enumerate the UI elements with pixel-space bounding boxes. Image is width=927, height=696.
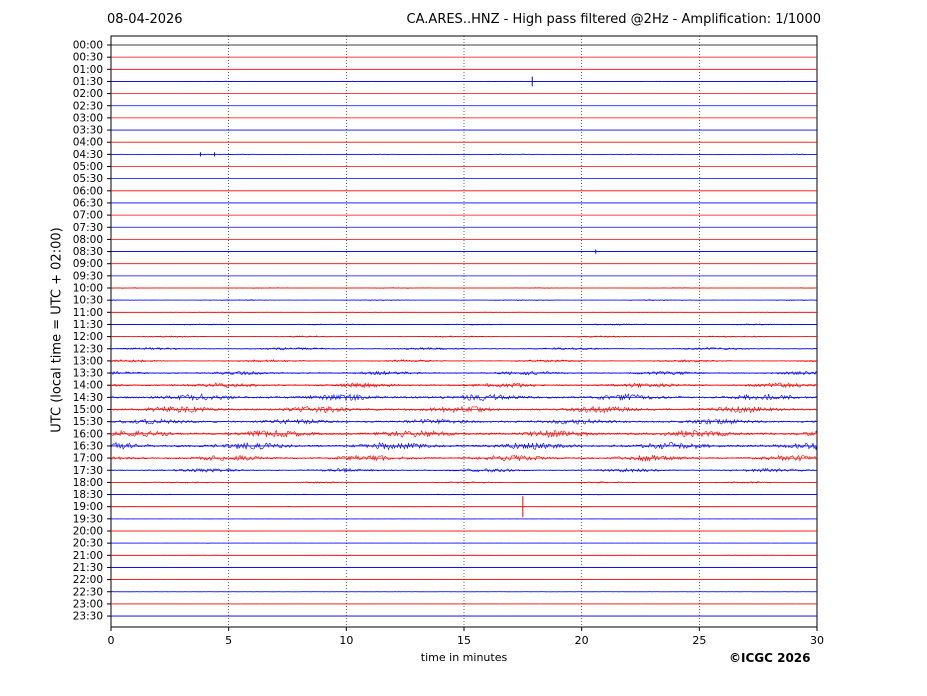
y-tick-label: 12:00 xyxy=(73,331,103,343)
y-tick-label: 19:30 xyxy=(73,513,103,525)
y-tick-label: 17:30 xyxy=(73,465,103,477)
y-tick-label: 14:00 xyxy=(73,380,103,392)
y-tick-label: 13:00 xyxy=(73,355,103,367)
y-tick-label: 01:00 xyxy=(73,64,103,76)
y-tick-label: 18:00 xyxy=(73,477,103,489)
y-tick-label: 04:30 xyxy=(73,149,103,161)
y-tick-label: 10:00 xyxy=(73,283,103,295)
y-tick-label: 04:00 xyxy=(73,137,103,149)
y-tick-label: 18:30 xyxy=(73,489,103,501)
y-tick-label: 19:00 xyxy=(73,501,103,513)
y-tick-label: 03:30 xyxy=(73,125,103,137)
y-tick-label: 10:30 xyxy=(73,295,103,307)
trace-signal xyxy=(110,454,818,463)
x-axis-label: time in minutes xyxy=(420,651,508,664)
y-tick-label: 01:30 xyxy=(73,76,103,88)
trace-signal xyxy=(110,80,817,83)
plot-frame xyxy=(110,35,818,628)
chart-title: CA.ARES..HNZ - High pass filtered @2Hz -… xyxy=(406,12,821,27)
y-tick-label: 15:00 xyxy=(73,404,103,416)
x-tick-label: 25 xyxy=(692,634,706,647)
trace-signal xyxy=(110,335,817,338)
y-tick-label: 11:30 xyxy=(73,319,103,331)
x-tick-label: 5 xyxy=(225,634,232,647)
trace-signal xyxy=(110,418,818,425)
y-tick-label: 22:30 xyxy=(73,586,103,598)
x-tick-label: 0 xyxy=(108,634,115,647)
y-tick-label: 06:30 xyxy=(73,197,103,209)
y-tick-label: 22:00 xyxy=(73,574,103,586)
trace-signal xyxy=(110,429,818,439)
trace-signal xyxy=(110,441,818,451)
y-tick-label: 20:00 xyxy=(73,526,103,538)
y-tick-label: 06:00 xyxy=(73,185,103,197)
x-tick-label: 10 xyxy=(339,634,353,647)
y-tick-label: 07:00 xyxy=(73,210,103,222)
x-tick-label: 30 xyxy=(810,634,824,647)
trace-signal xyxy=(110,287,818,289)
y-tick-label: 03:00 xyxy=(73,112,103,124)
y-tick-label: 00:00 xyxy=(73,40,103,52)
y-tick-label: 08:30 xyxy=(73,246,103,258)
trace-signal xyxy=(110,347,818,351)
y-tick-label: 05:30 xyxy=(73,173,103,185)
trace-signal xyxy=(110,323,817,326)
x-tick-label: 20 xyxy=(575,634,589,647)
y-tick-label: 16:30 xyxy=(73,440,103,452)
trace-signal xyxy=(110,382,818,389)
y-tick-label: 14:30 xyxy=(73,392,103,404)
trace-signal xyxy=(110,370,818,376)
y-axis-label: UTC (local time = UTC + 02:00) xyxy=(49,227,65,433)
y-tick-label: 02:00 xyxy=(73,88,103,100)
trace-signal xyxy=(110,393,818,402)
y-tick-label: 12:30 xyxy=(73,343,103,355)
trace-signal xyxy=(111,153,818,155)
y-tick-label: 09:00 xyxy=(73,258,103,270)
y-tick-label: 17:00 xyxy=(73,453,103,465)
y-tick-label: 20:30 xyxy=(73,538,103,550)
y-tick-label: 09:30 xyxy=(73,270,103,282)
y-tick-label: 08:00 xyxy=(73,234,103,246)
y-tick-label: 05:00 xyxy=(73,161,103,173)
y-tick-label: 16:00 xyxy=(73,428,103,440)
y-tick-label: 00:30 xyxy=(73,52,103,64)
copyright-label: ©ICGC 2026 xyxy=(729,651,811,665)
x-tick-label: 15 xyxy=(457,634,471,647)
trace-signal xyxy=(110,405,818,414)
y-tick-label: 23:00 xyxy=(73,598,103,610)
y-tick-label: 21:00 xyxy=(73,550,103,562)
trace-signal xyxy=(110,493,818,496)
y-tick-label: 21:30 xyxy=(73,562,103,574)
trace-signal xyxy=(110,481,817,484)
y-tick-label: 11:00 xyxy=(73,307,103,319)
y-tick-label: 15:30 xyxy=(73,416,103,428)
y-tick-label: 02:30 xyxy=(73,100,103,112)
y-tick-label: 23:30 xyxy=(73,611,103,623)
date-label: 08-04-2026 xyxy=(107,12,183,27)
trace-signal xyxy=(110,467,818,474)
trace-signal xyxy=(110,299,818,301)
trace-signal xyxy=(110,359,818,363)
y-tick-label: 07:30 xyxy=(73,222,103,234)
y-tick-label: 13:30 xyxy=(73,368,103,380)
